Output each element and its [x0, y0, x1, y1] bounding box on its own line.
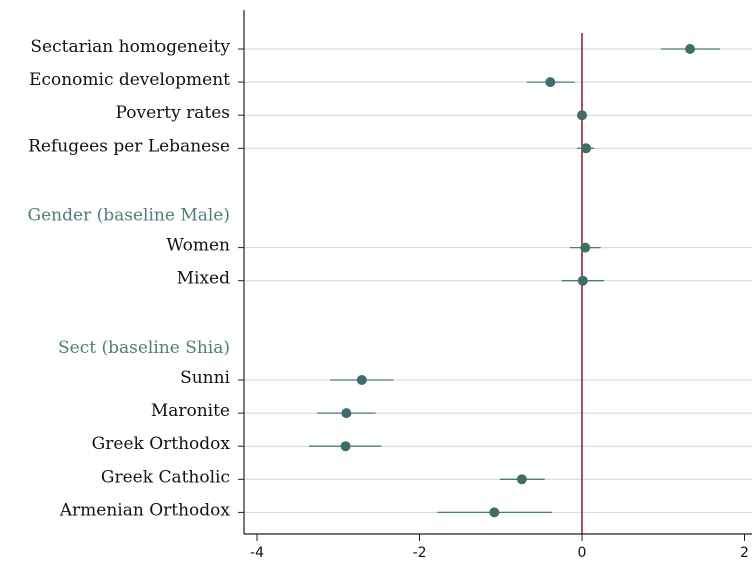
- coefficient-marks: [309, 44, 721, 518]
- row-label: Mixed: [177, 269, 230, 289]
- group-label: Gender (baseline Male): [28, 206, 230, 226]
- row-label: Greek Catholic: [101, 467, 230, 487]
- x-tick-label: -4: [250, 545, 264, 561]
- point-estimate: [545, 77, 556, 88]
- x-tick-label: 2: [740, 545, 749, 561]
- point-estimate: [685, 44, 696, 54]
- point-estimate: [577, 275, 588, 286]
- row-label: Maronite: [151, 401, 230, 421]
- row-label: Sectarian homogeneity: [30, 37, 230, 57]
- x-tick-label: 0: [578, 545, 587, 561]
- row-label: Greek Orthodox: [92, 434, 231, 454]
- row-label: Sunni: [180, 368, 230, 388]
- row-label: Refugees per Lebanese: [28, 136, 230, 156]
- row-label: Women: [166, 236, 230, 256]
- group-label: Sect (baseline Shia): [58, 338, 230, 358]
- point-estimate: [356, 375, 367, 385]
- axes: -4 -2 0 2: [238, 10, 752, 561]
- point-estimate: [489, 507, 500, 518]
- row-label: Economic development: [29, 70, 230, 90]
- point-estimate: [580, 242, 591, 253]
- grid-lines: [244, 33, 752, 534]
- x-tick-label: -2: [413, 545, 427, 561]
- point-estimate: [581, 143, 592, 154]
- point-estimate: [577, 110, 587, 121]
- point-estimate: [341, 408, 352, 419]
- row-label: Armenian Orthodox: [59, 500, 231, 520]
- row-labels: Sectarian homogeneity Economic developmen…: [28, 37, 231, 520]
- point-estimate: [516, 474, 527, 485]
- row-label: Poverty rates: [116, 103, 231, 123]
- point-estimate: [340, 441, 351, 452]
